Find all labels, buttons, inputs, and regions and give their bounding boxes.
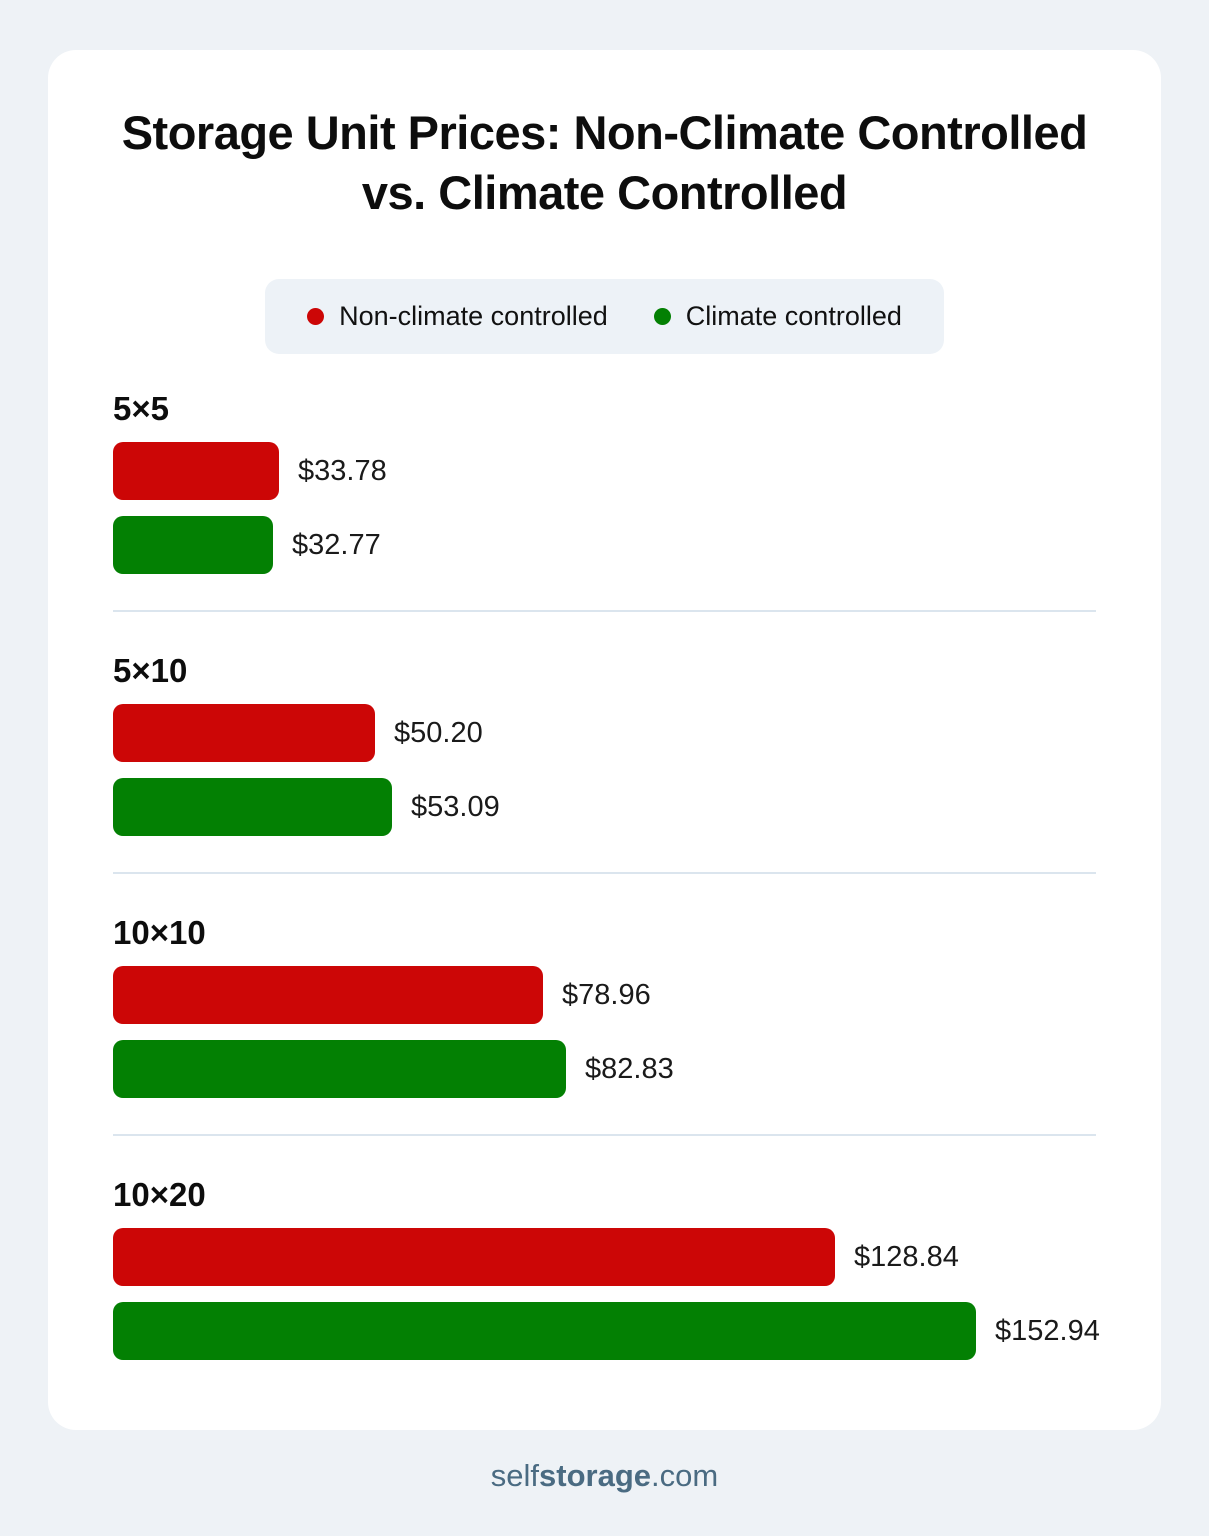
chart-group-10x10: 10×10 $78.96 $82.83 [113, 914, 1096, 1099]
bar-row: $53.09 [113, 778, 1096, 837]
category-label: 5×10 [113, 652, 188, 690]
legend-label: Climate controlled [685, 301, 902, 332]
legend-item-non-climate: Non-climate controlled [307, 301, 608, 332]
chart-group-5x5: 5×5 $33.78 $32.77 [113, 390, 1096, 575]
bar-row: $82.83 [113, 1040, 1096, 1099]
bar-non-climate [113, 442, 279, 501]
legend: Non-climate controlled Climate controlle… [265, 279, 944, 355]
chart-card: Storage Unit Prices: Non-Climate Control… [48, 50, 1161, 1430]
brand-bold: storage [539, 1458, 652, 1493]
brand-prefix: self [490, 1458, 540, 1493]
legend-container: Non-climate controlled Climate controlle… [48, 279, 1161, 355]
bar-non-climate [113, 1228, 835, 1287]
chart-group-5x10: 5×10 $50.20 $53.09 [113, 652, 1096, 837]
bar-row: $152.94 [113, 1302, 1100, 1361]
bar-row: $33.78 [113, 442, 1096, 501]
legend-label: Non-climate controlled [339, 301, 608, 332]
brand-suffix: .com [651, 1458, 719, 1493]
group-divider [113, 1134, 1096, 1137]
category-label: 10×10 [113, 914, 206, 952]
bar-row: $32.77 [113, 516, 1096, 575]
bar-value-label: $78.96 [562, 978, 651, 1011]
bar-row: $128.84 [113, 1228, 1096, 1287]
bar-climate [113, 1302, 976, 1361]
bar-climate [113, 516, 273, 575]
category-label: 10×20 [113, 1176, 206, 1214]
chart-group-10x20: 10×20 $128.84 $152.94 [113, 1176, 1100, 1361]
chart-title: Storage Unit Prices: Non-Climate Control… [121, 106, 1088, 220]
legend-item-climate: Climate controlled [653, 301, 902, 332]
bar-value-label: $82.83 [585, 1052, 674, 1085]
bar-value-label: $53.09 [411, 790, 500, 823]
bar-value-label: $32.77 [292, 528, 381, 561]
group-divider [113, 610, 1096, 613]
green-dot-icon [653, 308, 671, 326]
bar-value-label: $128.84 [854, 1240, 959, 1273]
red-dot-icon [307, 308, 325, 326]
bar-non-climate [113, 966, 543, 1025]
bar-value-label: $50.20 [394, 716, 483, 749]
bar-row: $50.20 [113, 704, 1096, 763]
bar-value-label: $152.94 [995, 1314, 1100, 1347]
bar-row: $78.96 [113, 966, 1096, 1025]
group-divider [113, 872, 1096, 875]
bar-value-label: $33.78 [298, 454, 387, 487]
bar-chart: 5×5 $33.78 $32.77 5×10 $50.20 $53.09 [48, 390, 1161, 1361]
category-label: 5×5 [113, 390, 169, 428]
bar-climate [113, 778, 392, 837]
bar-non-climate [113, 704, 375, 763]
brand-footer: selfstorage.com [0, 1458, 1209, 1494]
bar-climate [113, 1040, 566, 1099]
